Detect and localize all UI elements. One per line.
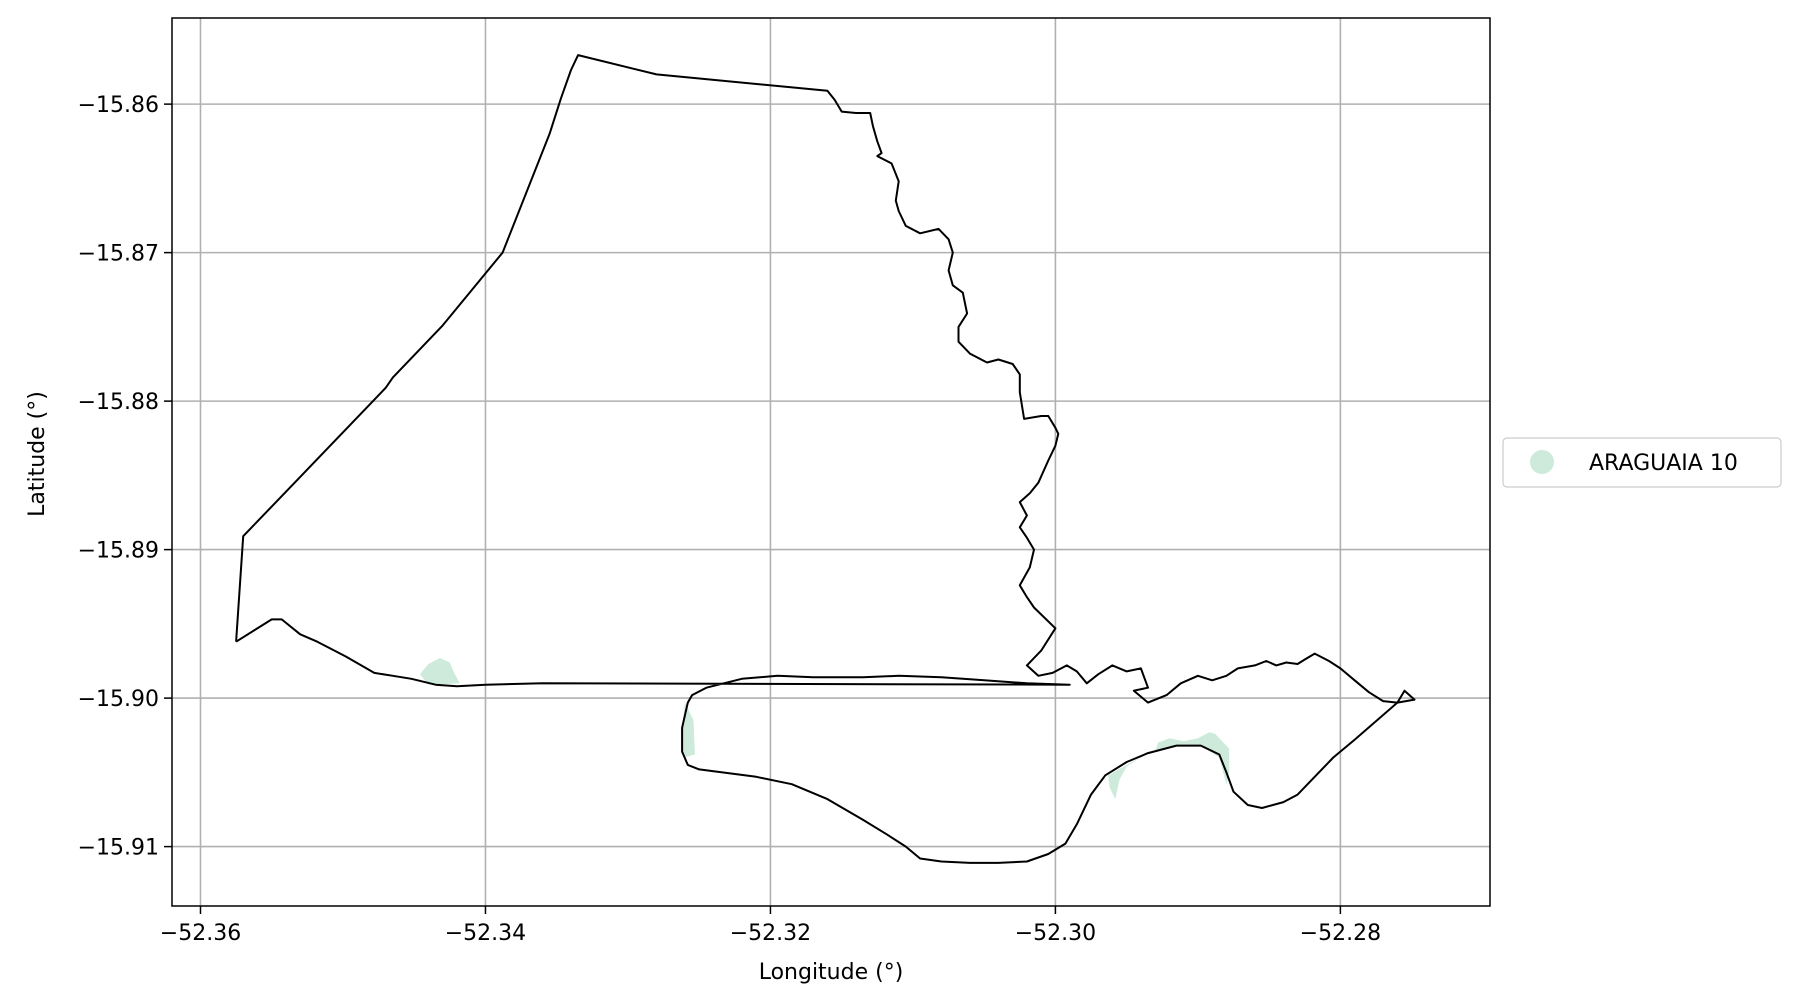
x-axis-label: Longitude (°): [759, 960, 904, 985]
legend-box: [1502, 437, 1782, 488]
legend-label-araguaia-10: ARAGUAIA 10: [1589, 451, 1738, 476]
x-tick-label-4: −52.28: [1300, 921, 1381, 946]
x-tick-label-3: −52.30: [1015, 921, 1096, 946]
araguaia-10-region-1: [682, 702, 695, 758]
y-tick-label-5: −15.91: [78, 836, 159, 861]
y-tick-label-4: −15.90: [78, 687, 159, 712]
y-tick-label-2: −15.88: [78, 390, 159, 415]
araguaia-10-region-0: [419, 658, 460, 685]
y-tick-label-1: −15.87: [78, 242, 159, 267]
boundary-line: [235, 54, 1416, 864]
araguaia-10-region-3: [1155, 732, 1230, 785]
x-tick-label-2: −52.32: [730, 921, 811, 946]
legend-marker-araguaia-10: [1530, 450, 1554, 474]
y-tick-label-3: −15.89: [78, 539, 159, 564]
grid-lines: [172, 18, 1490, 906]
x-axis-ticks: −52.36 −52.34 −52.32 −52.30 −52.28: [160, 906, 1381, 946]
legend: ARAGUAIA 10: [1502, 437, 1782, 488]
y-axis-ticks: −15.86 −15.87 −15.88 −15.89 −15.90 −15.91: [78, 93, 172, 861]
araguaia-10-regions: [419, 658, 1230, 800]
boundary-layer: [235, 54, 1416, 864]
x-tick-label-0: −52.36: [160, 921, 241, 946]
axes-frame: [171, 17, 1491, 907]
x-tick-label-1: −52.34: [445, 921, 526, 946]
y-axis-label: Latitude (°): [25, 391, 50, 517]
y-tick-label-0: −15.86: [78, 93, 159, 118]
araguaia-10-region-2: [1108, 753, 1148, 800]
